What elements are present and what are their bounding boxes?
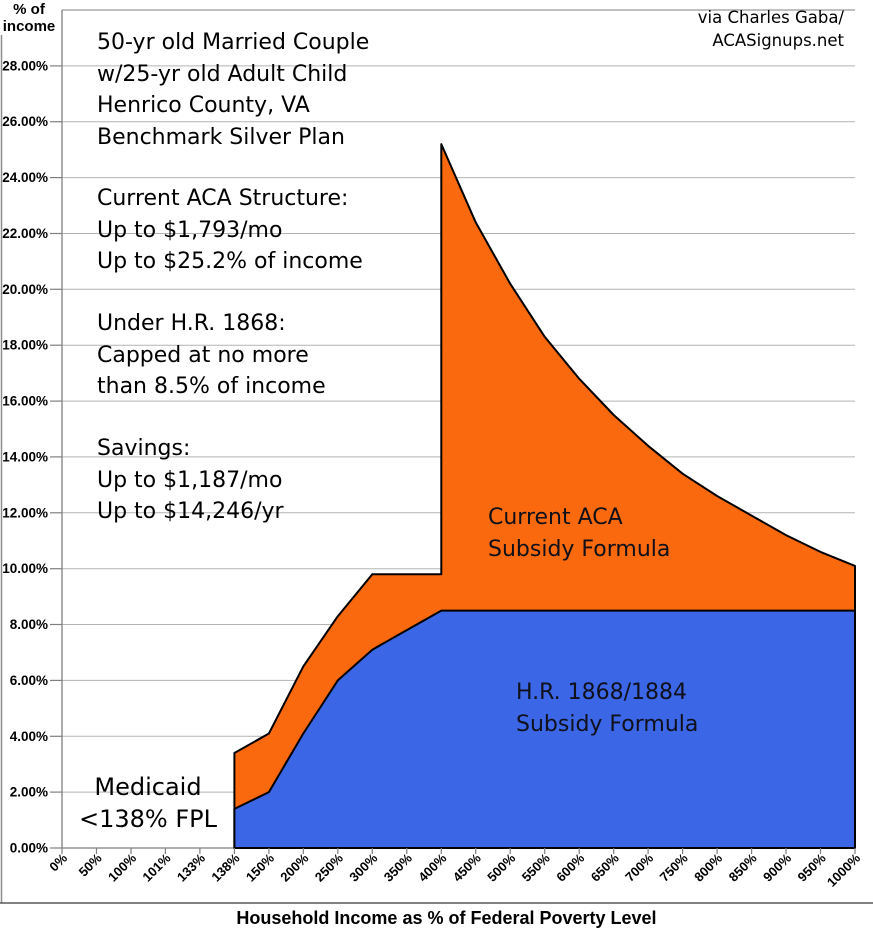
x-tick-label: 500%: [484, 850, 518, 884]
x-tick-label: 200%: [277, 850, 311, 884]
y-tick-label: 16.00%: [2, 394, 48, 409]
annotation-line: <138% FPL: [79, 804, 217, 833]
y-tick-label: 12.00%: [2, 505, 48, 520]
x-tick-label: 0%: [46, 850, 70, 874]
series-label-current-aca: Current ACA Subsidy Formula: [488, 502, 670, 565]
annotation-under-hr1868: Under H.R. 1868: Capped at no more than …: [97, 308, 326, 403]
x-tick-label: 101%: [139, 850, 173, 884]
x-tick-label: 350%: [381, 850, 415, 884]
x-tick-label: 1000%: [824, 850, 864, 890]
y-tick-label: 2.00%: [10, 785, 48, 800]
annotation-line: Benchmark Silver Plan: [97, 124, 345, 150]
source-credit: via Charles Gaba/ ACASignups.net: [698, 7, 844, 52]
x-tick-label: 150%: [243, 850, 277, 884]
x-tick-label: 750%: [657, 850, 691, 884]
y-tick-label: 10.00%: [2, 561, 48, 576]
x-tick-label: 138%: [208, 850, 242, 884]
y-tick-label: 18.00%: [2, 338, 48, 353]
y-axis-title-line: income: [2, 17, 56, 35]
series-label-line: Current ACA: [488, 505, 623, 530]
annotation-line: w/25-yr old Adult Child: [97, 61, 348, 87]
x-tick-label: 250%: [312, 850, 346, 884]
credit-line: via Charles Gaba/: [697, 8, 844, 27]
credit-line: ACASignups.net: [712, 30, 844, 50]
y-tick-label: 20.00%: [2, 282, 48, 297]
annotation-line: than 8.5% of income: [97, 374, 326, 399]
annotation-line: Henrico County, VA: [97, 93, 310, 118]
y-tick-label: 24.00%: [2, 170, 48, 185]
annotation-line: Under H.R. 1868:: [97, 311, 286, 336]
series-label-line: H.R. 1868/1884: [516, 680, 688, 705]
y-axis-title-line: % of: [13, 1, 45, 18]
series-label-hr1868: H.R. 1868/1884 Subsidy Formula: [516, 677, 698, 740]
annotation-current-aca-structure: Current ACA Structure: Up to $1,793/mo U…: [97, 183, 363, 278]
annotation-line: Up to $1,187/mo: [97, 467, 283, 493]
annotation-line: 50-yr old Married Couple: [97, 30, 370, 55]
annotation-medicaid: Medicaid <138% FPL: [74, 772, 222, 835]
y-tick-label: 14.00%: [2, 449, 48, 464]
x-tick-label: 133%: [174, 850, 208, 884]
x-tick-label: 650%: [588, 850, 622, 884]
annotation-line: Up to $14,246/yr: [97, 499, 284, 524]
x-tick-label: 850%: [726, 850, 760, 884]
x-tick-label: 800%: [691, 850, 725, 884]
x-axis-title: Household Income as % of Federal Poverty…: [236, 908, 657, 928]
y-tick-label: 26.00%: [2, 114, 48, 129]
series-label-line: Subsidy Formula: [516, 711, 699, 737]
annotation-line: Current ACA Structure:: [97, 186, 349, 211]
annotation-line: Savings:: [97, 436, 191, 461]
y-tick-label: 0.00%: [10, 841, 48, 856]
annotation-line: Up to $1,793/mo: [97, 217, 283, 243]
x-tick-label: 50%: [76, 850, 105, 879]
x-tick-label: 450%: [450, 850, 484, 884]
y-axis-title: % of income: [0, 1, 58, 35]
y-tick-label: 8.00%: [10, 617, 48, 632]
annotation-savings: Savings: Up to $1,187/mo Up to $14,246/y…: [97, 433, 284, 528]
series-label-line: Subsidy Formula: [488, 536, 671, 562]
x-tick-label: 300%: [346, 850, 380, 884]
annotation-line: Medicaid: [94, 773, 202, 801]
annotation-line: Capped at no more: [97, 342, 309, 368]
x-tick-label: 100%: [105, 850, 139, 884]
annotation-line: Up to $25.2% of income: [97, 249, 363, 274]
x-tick-label: 550%: [519, 850, 553, 884]
x-tick-label: 700%: [622, 850, 656, 884]
annotation-household-profile: 50-yr old Married Couple w/25-yr old Adu…: [97, 27, 369, 153]
y-tick-label: 28.00%: [2, 58, 48, 73]
y-tick-label: 4.00%: [10, 729, 48, 744]
x-tick-label: 900%: [760, 850, 794, 884]
x-tick-label: 600%: [553, 850, 587, 884]
y-tick-label: 22.00%: [2, 226, 48, 241]
y-tick-label: 6.00%: [10, 673, 48, 688]
x-tick-label: 400%: [415, 850, 449, 884]
